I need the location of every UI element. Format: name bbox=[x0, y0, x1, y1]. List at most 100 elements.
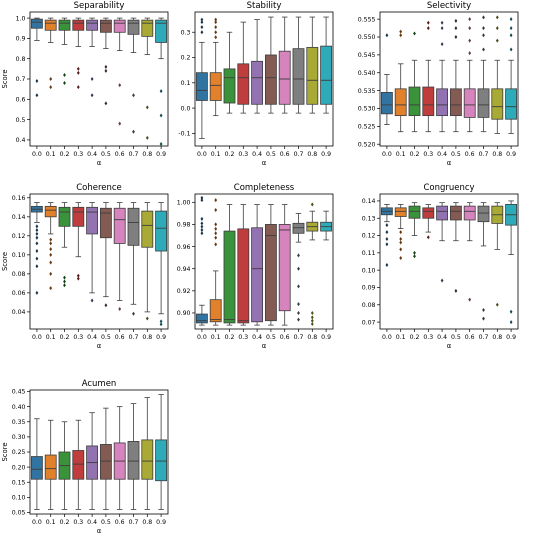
y-tick-label: 0.08 bbox=[362, 302, 376, 309]
iqr-box bbox=[141, 439, 154, 480]
iqr-box bbox=[436, 88, 449, 117]
outlier-point bbox=[440, 42, 444, 47]
y-tick-label: 0.555 bbox=[358, 16, 376, 23]
y-tick-label: -0.1 bbox=[178, 131, 190, 138]
x-tick-label: 0.8 bbox=[307, 334, 317, 341]
outlier-point bbox=[118, 307, 122, 312]
outlier-point bbox=[49, 237, 53, 242]
x-tick-label: 0.2 bbox=[410, 151, 420, 158]
box-0.5 bbox=[99, 407, 112, 510]
x-tick-label: 0.1 bbox=[396, 151, 406, 158]
outlier-point bbox=[49, 286, 53, 291]
outlier-point bbox=[482, 15, 485, 20]
iqr-box bbox=[292, 222, 305, 234]
x-axis-label: α bbox=[447, 159, 452, 167]
x-axis-label: α bbox=[262, 159, 267, 167]
outlier-point bbox=[49, 247, 53, 252]
chart-title: Completeness bbox=[234, 183, 295, 193]
x-tick-label: 0.8 bbox=[492, 151, 502, 158]
y-tick-label: 0.13 bbox=[362, 215, 376, 222]
x-tick-label: 0.3 bbox=[73, 151, 83, 158]
x-tick-label: 0.8 bbox=[307, 151, 317, 158]
x-tick-label: 0.8 bbox=[142, 519, 152, 526]
outlier-point bbox=[482, 33, 485, 38]
x-tick-label: 0.1 bbox=[46, 334, 56, 341]
plot-frame bbox=[194, 193, 334, 330]
box-0.7 bbox=[127, 17, 140, 134]
x-tick-label: 0.9 bbox=[506, 334, 516, 341]
x-tick-label: 0.3 bbox=[73, 519, 83, 526]
outlier-point bbox=[35, 231, 39, 236]
iqr-box bbox=[422, 207, 435, 219]
iqr-box bbox=[155, 19, 168, 43]
y-tick-label: 0.20 bbox=[12, 464, 26, 471]
x-tick-label: 0.0 bbox=[382, 334, 392, 341]
plot-frame bbox=[29, 193, 169, 330]
x-tick-label: 0.7 bbox=[294, 334, 304, 341]
box-0.9 bbox=[155, 394, 168, 510]
outlier-point bbox=[49, 252, 53, 257]
x-tick-label: 0.2 bbox=[225, 334, 235, 341]
x-tick-label: 0.7 bbox=[129, 334, 139, 341]
outlier-point bbox=[49, 241, 53, 246]
outlier-point bbox=[214, 35, 218, 40]
outlier-point bbox=[214, 25, 218, 30]
y-tick-label: 0.530 bbox=[358, 106, 376, 113]
outlier-point bbox=[440, 26, 444, 31]
x-tick-label: 0.3 bbox=[238, 334, 248, 341]
x-tick-label: 0.9 bbox=[156, 151, 166, 158]
outlier-point bbox=[76, 273, 80, 278]
outlier-point bbox=[214, 235, 218, 240]
box-0.4 bbox=[251, 204, 264, 326]
iqr-box bbox=[278, 224, 291, 312]
iqr-box bbox=[195, 313, 208, 324]
outlier-point bbox=[159, 319, 163, 324]
box-0.5 bbox=[99, 17, 112, 106]
y-tick-label: 0.45 bbox=[12, 389, 26, 396]
iqr-box bbox=[264, 224, 277, 322]
iqr-box bbox=[449, 205, 462, 221]
iqr-box bbox=[127, 441, 140, 480]
y-tick-label: 0.5 bbox=[16, 117, 26, 124]
x-tick-label: 0.9 bbox=[156, 519, 166, 526]
x-tick-label: 0.8 bbox=[142, 334, 152, 341]
box-0.8 bbox=[491, 15, 504, 134]
x-axis-label: α bbox=[447, 342, 452, 350]
y-axis-label: Score bbox=[1, 252, 9, 271]
outlier-point bbox=[76, 66, 80, 71]
box-0.0 bbox=[30, 418, 43, 510]
y-tick-label: 0.04 bbox=[12, 309, 26, 316]
outlier-point bbox=[35, 93, 39, 98]
chart-title: Acumen bbox=[82, 379, 117, 389]
y-tick-label: 0.540 bbox=[358, 70, 376, 77]
outlier-point bbox=[214, 222, 218, 227]
outlier-point bbox=[145, 105, 149, 110]
outlier-point bbox=[468, 297, 472, 302]
outlier-point bbox=[399, 33, 403, 38]
outlier-point bbox=[385, 237, 389, 241]
iqr-box bbox=[72, 19, 85, 31]
iqr-box bbox=[209, 72, 222, 101]
outlier-point bbox=[159, 322, 163, 327]
box-0.6 bbox=[278, 16, 291, 114]
outlier-point bbox=[509, 47, 513, 52]
outlier-point bbox=[399, 29, 403, 34]
y-tick-label: 0.94 bbox=[177, 266, 191, 273]
iqr-box bbox=[491, 88, 504, 120]
x-tick-label: 0.3 bbox=[73, 334, 83, 341]
y-tick-label: 0.3 bbox=[181, 29, 191, 36]
outlier-point bbox=[399, 237, 403, 241]
outlier-point bbox=[385, 242, 389, 247]
outlier-point bbox=[104, 303, 108, 308]
iqr-box bbox=[141, 210, 154, 248]
iqr-box bbox=[113, 19, 126, 33]
x-tick-label: 0.6 bbox=[280, 151, 290, 158]
box-0.6 bbox=[463, 202, 476, 302]
outlier-point bbox=[200, 224, 204, 229]
outlier-point bbox=[76, 276, 80, 281]
iqr-box bbox=[99, 207, 112, 239]
outlier-point bbox=[49, 260, 53, 265]
x-tick-label: 0.9 bbox=[506, 151, 516, 158]
box-0.4 bbox=[251, 19, 264, 114]
outlier-point bbox=[310, 322, 314, 327]
